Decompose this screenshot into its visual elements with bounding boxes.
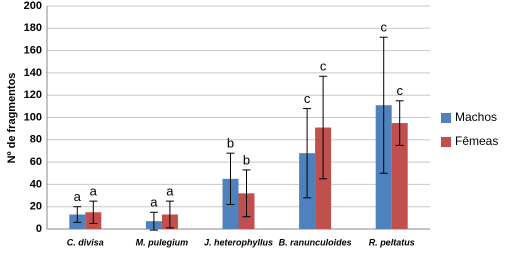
error-bar: [319, 75, 328, 180]
error-bar: [395, 100, 404, 146]
error-bar: [242, 169, 251, 218]
error-bar: [226, 152, 235, 205]
error-bar: [379, 36, 388, 174]
significance-letter: c: [304, 91, 311, 106]
y-tick-label: 80: [30, 134, 42, 146]
y-tick-label: 40: [30, 178, 42, 190]
x-tick-label: J. heterophyllus: [204, 237, 273, 247]
significance-letter: c: [320, 59, 327, 74]
y-tick-label: 120: [24, 89, 42, 101]
error-bar: [149, 211, 158, 231]
legend-swatch: [441, 137, 451, 147]
y-tick-label: 200: [24, 0, 42, 12]
significance-letter: b: [243, 152, 250, 167]
y-tick-label: 0: [36, 223, 42, 235]
y-tick-label: 140: [24, 67, 42, 79]
error-bar: [303, 108, 312, 199]
significance-letter: a: [150, 195, 158, 210]
y-tick-label: 180: [24, 22, 42, 34]
y-tick-label: 160: [24, 45, 42, 57]
x-tick-label: M. pulegium: [136, 237, 189, 247]
legend-swatch: [441, 113, 451, 123]
significance-letter: a: [166, 184, 174, 199]
x-tick-label: B. ranunculoides: [279, 237, 352, 247]
y-tick-label: 100: [24, 111, 42, 123]
legend-label: Machos: [455, 110, 497, 124]
significance-letter: c: [396, 83, 403, 98]
bar: [391, 123, 408, 229]
legend-label: Fêmeas: [455, 134, 498, 148]
x-tick-label: R. peltatus: [369, 237, 415, 247]
x-tick-label: C. divisa: [67, 237, 104, 247]
significance-letter: a: [74, 189, 82, 204]
error-bar: [89, 200, 98, 224]
error-bar: [165, 200, 174, 229]
y-tick-label: 60: [30, 156, 42, 168]
significance-letter: c: [380, 20, 387, 35]
significance-letter: a: [90, 184, 98, 199]
y-tick-label: 20: [30, 201, 42, 213]
significance-letter: b: [227, 136, 234, 151]
error-bar: [73, 206, 82, 223]
y-axis-label: Nº de fragmentos: [6, 73, 18, 164]
